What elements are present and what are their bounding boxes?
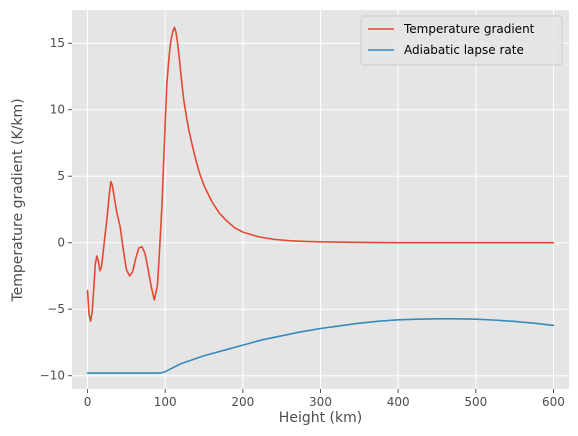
y-tick-label: 15 [50,36,65,50]
legend-label-adiabatic-lapse-rate: Adiabatic lapse rate [404,43,524,57]
x-tick-label: 0 [84,395,92,409]
y-axis-title: Temperature gradient (K/km) [10,98,26,302]
y-tick-label: 10 [50,103,65,117]
legend-box [360,15,563,66]
x-tick-label: 500 [464,395,487,409]
legend: Temperature gradient Adiabatic lapse rat… [360,15,563,66]
y-tick-label: 0 [57,236,65,250]
legend-label-temperature-gradient: Temperature gradient [403,22,535,36]
x-tick-label: 600 [542,395,565,409]
x-tick-label: 400 [387,395,410,409]
series-line-temperature-gradient [86,26,555,322]
x-tick-label: 100 [154,395,177,409]
axis-ticks: 0 100 200 300 400 500 600 −10 −5 0 5 10 15 [40,36,565,409]
y-tick-label: −5 [47,302,65,316]
y-tick-label: −10 [40,369,65,383]
series-line-adiabatic-lapse-rate [86,317,555,374]
x-tick-label: 300 [309,395,332,409]
series-layer [86,26,555,374]
x-axis-title: Height (km) [279,410,362,426]
x-tick-label: 200 [231,395,254,409]
y-tick-label: 5 [57,169,65,183]
